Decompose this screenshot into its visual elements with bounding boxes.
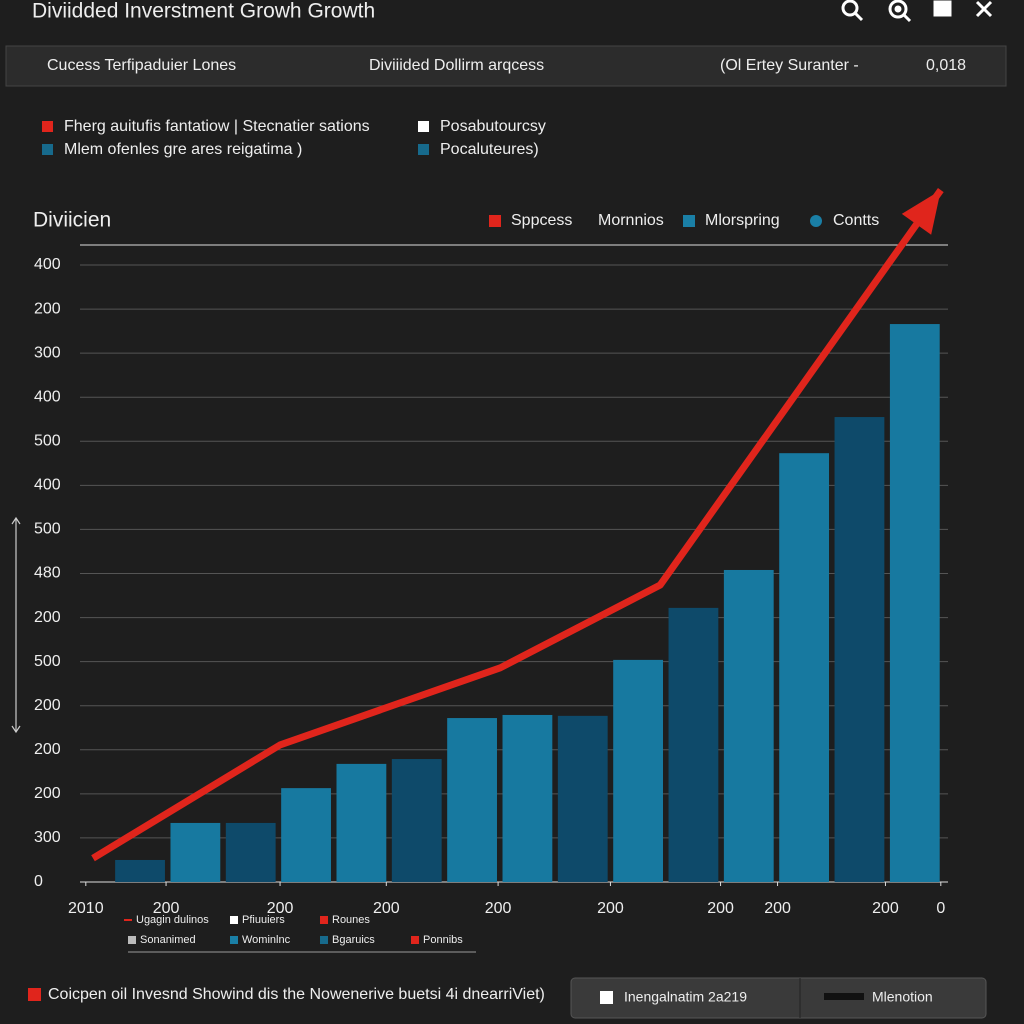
x-tick-label: 200 [597,900,624,917]
legend-swatch [489,215,501,227]
y-tick-label: 500 [34,653,61,670]
y-tick-label: 200 [34,741,61,758]
legend-label: Contts [833,212,879,229]
legend-label: Pocaluteures) [440,141,539,158]
y-tick-label: 200 [34,609,61,626]
legend-label: Sonanimed [140,934,196,946]
bar [225,822,276,882]
y-tick-label: 0 [34,873,43,890]
button1-icon [600,991,613,1004]
bar [170,822,221,882]
legend-label: Bgaruics [332,934,375,946]
bar [889,324,940,882]
bar [779,453,830,882]
button1[interactable]: Inengalnatim 2a219 [624,989,747,1005]
bar [281,788,331,882]
legend-label: Wominlnc [242,934,291,946]
legend-swatch [42,144,53,155]
bar [668,607,719,882]
legend-label: Sppcess [511,212,572,229]
legend-swatch [418,144,429,155]
toolbar-left[interactable]: Cucess Terfipaduier Lones [47,57,236,74]
legend-label: Pfiuuiers [242,914,285,926]
bar [613,659,664,882]
legend-swatch [411,936,419,944]
bar [391,759,442,882]
window-icons [841,0,993,23]
zoom-icon[interactable] [888,0,912,23]
x-tick-label: 200 [872,900,899,917]
legend-label: Mlorspring [705,212,780,229]
y-tick-label: 500 [34,521,61,538]
y-tick-label: 300 [34,344,61,361]
legend-swatch [230,916,238,924]
y-tick-label: 400 [34,256,61,273]
legend-swatch [128,936,136,944]
legend-label: Mornnios [598,212,664,229]
x-tick-label: 200 [707,900,734,917]
y-tick-label: 400 [34,388,61,405]
bar [723,569,774,882]
y-tick-label: 500 [34,433,61,450]
toolbar-center[interactable]: Diviiided Dollirm arqcess [369,57,544,74]
y-tick-label: 400 [34,477,61,494]
legend-swatch [230,936,238,944]
x-tick-label: 200 [373,900,400,917]
bar [447,718,497,882]
legend-swatch [810,215,822,227]
chart-title: Diviicien [33,209,111,232]
legend-swatch [320,936,328,944]
y-tick-label: 300 [34,829,61,846]
legend-label: Ponnibs [423,934,463,946]
toolbar-right[interactable]: (Ol Ertey Suranter - [720,57,859,74]
y-tick-label: 200 [34,697,61,714]
line [91,188,944,862]
x-tick-label: 200 [485,900,512,917]
edit-icon[interactable] [933,0,952,17]
button2-icon [824,993,864,1000]
footer-swatch [28,988,41,1001]
bar [834,417,885,882]
toolbar [5,45,1007,87]
x-tick-label: 200 [153,900,180,917]
x-tick-label: 200 [764,900,791,917]
arrowhead [901,190,941,235]
bar [115,859,165,882]
app-title: Diviidded Inverstment Growh Growth [32,0,375,23]
bar [557,715,608,882]
search-icon[interactable] [841,0,864,22]
range-arrow [11,516,21,734]
toolbar-value: 0,018 [926,57,966,74]
button-bar [570,977,987,1019]
legend-label: Mlem ofenles gre ares reigatima ) [64,141,302,158]
legend-swatch [418,121,429,132]
y-tick-label: 200 [34,300,61,317]
legend-label: Ugagin dulinos [136,914,209,926]
footer-text: Coicpen oil Invesnd Showind dis the Nowe… [48,986,545,1003]
legend-swatch [320,916,328,924]
y-tick-label: 480 [34,565,61,582]
y-tick-label: 200 [34,785,61,802]
x-tick-label: 0 [936,900,945,917]
legend-label: Fherg auitufis fantatiow | Stecnatier sa… [64,118,370,135]
button2[interactable]: Mlenotion [872,989,933,1005]
legend-label: Rounes [332,914,370,926]
bar [502,714,553,882]
legend-swatch [683,215,695,227]
x-tick-label: 200 [267,900,294,917]
x-tick-label: 2010 [68,900,104,917]
bar [336,763,387,882]
legend-label: Posabutourcsy [440,118,546,135]
legend-swatch [42,121,53,132]
close-icon[interactable] [975,0,993,18]
